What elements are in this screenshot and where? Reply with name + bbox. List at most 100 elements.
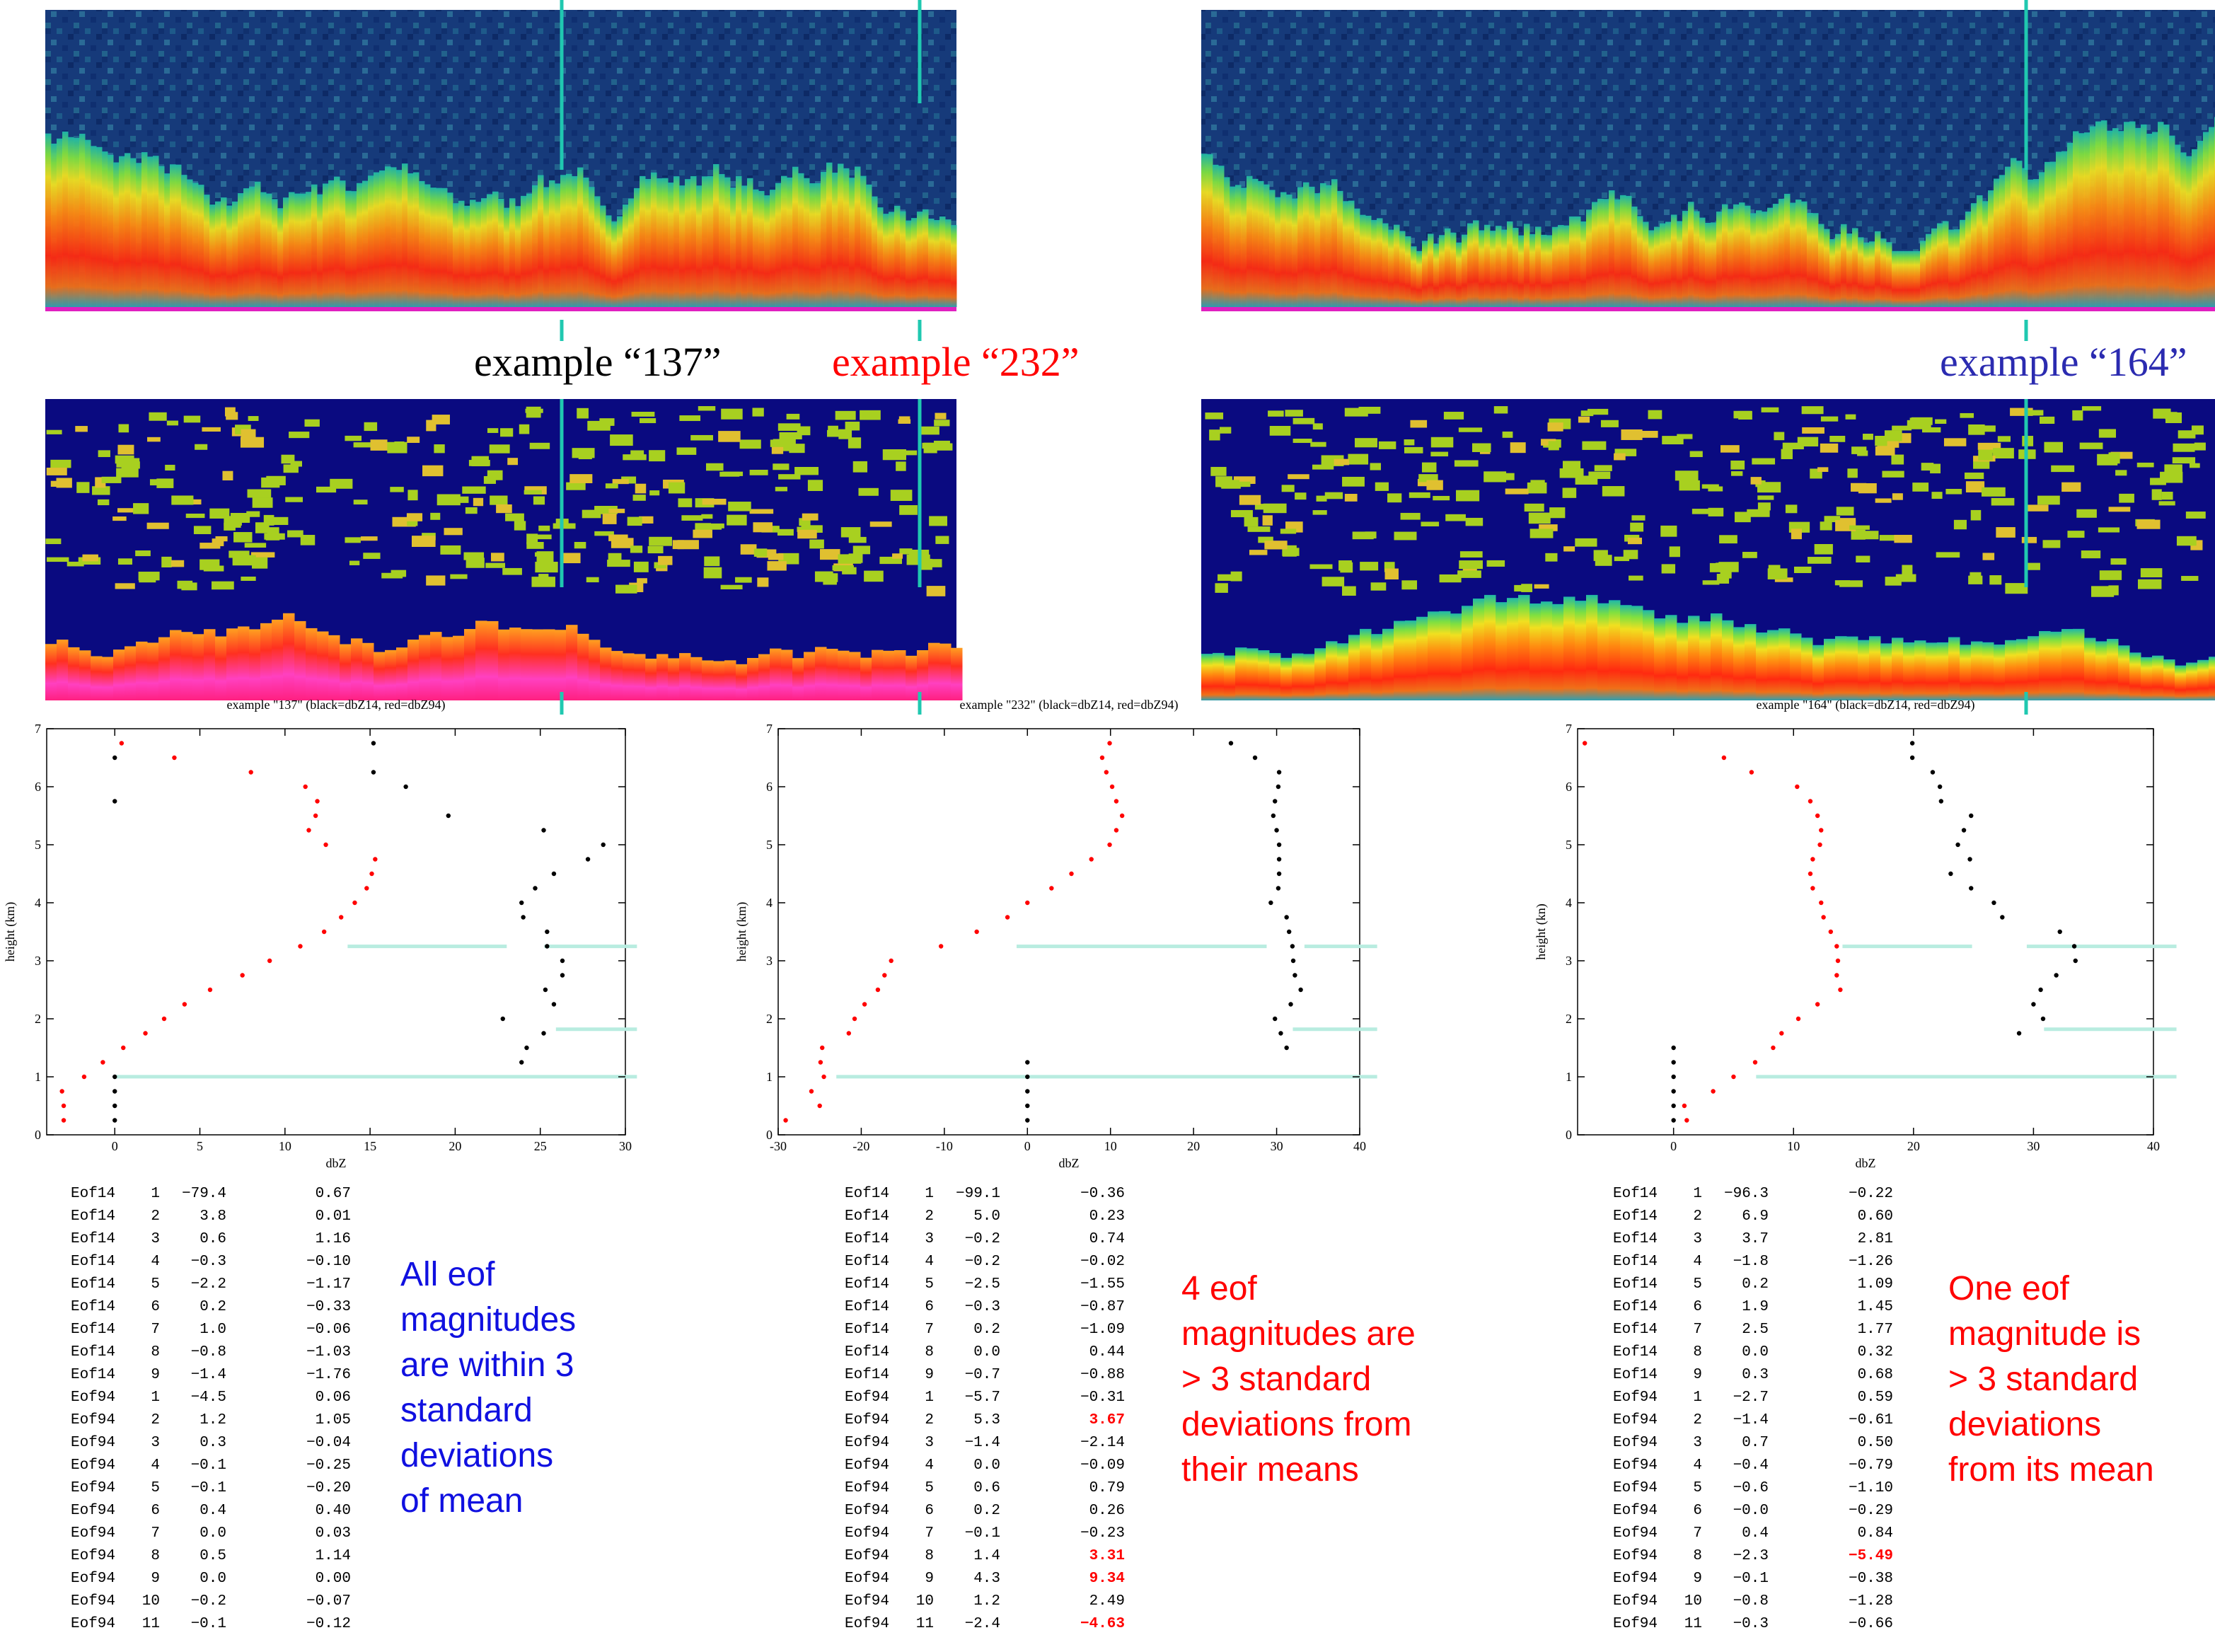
radar-echo [1496,226,1502,307]
table-cell: 3.8 [199,1208,226,1225]
point [2073,958,2078,964]
radar-echo [1382,628,1394,700]
radar-echo [2005,166,2011,307]
table-cell: Eof14 [71,1254,116,1270]
radar-speckle [440,545,461,555]
x-tick-label: 20 [1187,1139,1200,1153]
radar-echo [475,620,487,700]
radar-speckle [2026,410,2044,416]
radar-speckle [1935,419,1947,424]
table-cell: 0.3 [1742,1367,1769,1383]
radar-echo [1869,636,1881,700]
radar-echo [917,650,929,700]
radar-speckle [1738,410,1752,420]
radar-echo [623,653,635,700]
radar-echo [492,191,499,307]
radar-echo [1960,219,1966,307]
table-row: Eof14 9 −0.7 −0.88 [845,1367,1142,1390]
radar-speckle [407,519,418,526]
radar-speckle [345,435,362,441]
radar-echo [775,183,782,307]
radar-speckle [690,434,713,441]
point [61,1103,66,1109]
radar-speckle [1675,470,1699,481]
radar-echo [1365,215,1372,307]
radar-speckle [1545,553,1558,562]
table-row: Eof94 4 −0.4 −0.79 [1613,1457,1910,1480]
radar-echo [91,146,97,307]
radar-speckle [496,504,512,514]
radar-echo [883,214,889,307]
radar-echo [606,215,612,307]
radar-echo [362,642,374,700]
radar-echo [447,192,453,307]
radar-echo [323,183,329,307]
radar-speckle [797,529,817,539]
point [560,958,565,964]
radar-echo [1416,250,1423,307]
table-cell: 4 [925,1254,934,1270]
point [818,1060,823,1065]
radar-speckle [255,522,270,533]
x-tick-label: 20 [1907,1139,1920,1153]
radar-echo [300,193,306,307]
table-cell: 1.16 [315,1231,351,1247]
radar-speckle [2081,550,2101,559]
table-cell: 0.2 [973,1322,1000,1338]
radar-echo [91,656,103,700]
radar-echo [577,633,589,700]
point [1684,1118,1689,1123]
radar-speckle [250,552,275,558]
radar-speckle [1593,550,1608,561]
table-row: Eof94 2 5.3 3.67 [845,1412,1142,1435]
radar-echo [1399,231,1406,307]
table-cell: 3 [925,1231,934,1247]
radar-echo [1456,242,1462,307]
radar-speckle [1791,528,1802,540]
radar-speckle [490,495,508,505]
radar-speckle [892,553,903,559]
table-cell: 9 [151,1571,160,1587]
table-cell: Eof94 [71,1525,116,1542]
table-row: Eof94 7 0.0 0.03 [71,1525,368,1548]
radar-echo [1479,230,1485,307]
radar-echo [2129,121,2136,308]
radar-echo [1592,202,1598,307]
table-cell: −0.25 [306,1457,351,1474]
radar-speckle [149,479,161,486]
radar-echo [589,187,595,307]
x-tick-label: 10 [279,1139,291,1153]
radar-echo [696,185,702,307]
table-cell: Eof94 [845,1435,890,1451]
radar-echo [1620,195,1626,307]
table-row: Eof14 8 0.0 0.32 [1613,1344,1910,1367]
table-row: Eof14 2 5.0 0.23 [845,1208,1142,1231]
radar-echo [294,620,306,700]
point [1819,900,1824,906]
radar-speckle [1885,577,1902,586]
point [1276,784,1281,790]
radar-speckle [2178,430,2196,439]
radar-echo [1835,233,1841,307]
x-tick-label: 0 [112,1139,118,1153]
radar-speckle [146,522,169,529]
radar-speckle [1580,410,1594,417]
radar-echo [96,146,103,307]
radar-speckle [637,578,647,584]
point [1749,770,1754,775]
radar-echo [181,632,193,700]
radar-speckle [161,556,172,567]
radar-echo [724,660,736,700]
radar-echo [1716,212,1723,307]
table-cell: 7 [925,1525,934,1542]
radar-speckle [117,558,132,565]
radar-speckle [639,418,657,424]
radar-echo [2039,172,2045,307]
radar-speckle [171,495,194,505]
radar-echo [1218,166,1225,307]
radar-speckle [1767,568,1788,579]
radar-echo [1609,600,1621,700]
radar-echo [130,158,137,307]
radar-speckle [300,535,316,545]
radar-speckle [1982,553,1995,560]
